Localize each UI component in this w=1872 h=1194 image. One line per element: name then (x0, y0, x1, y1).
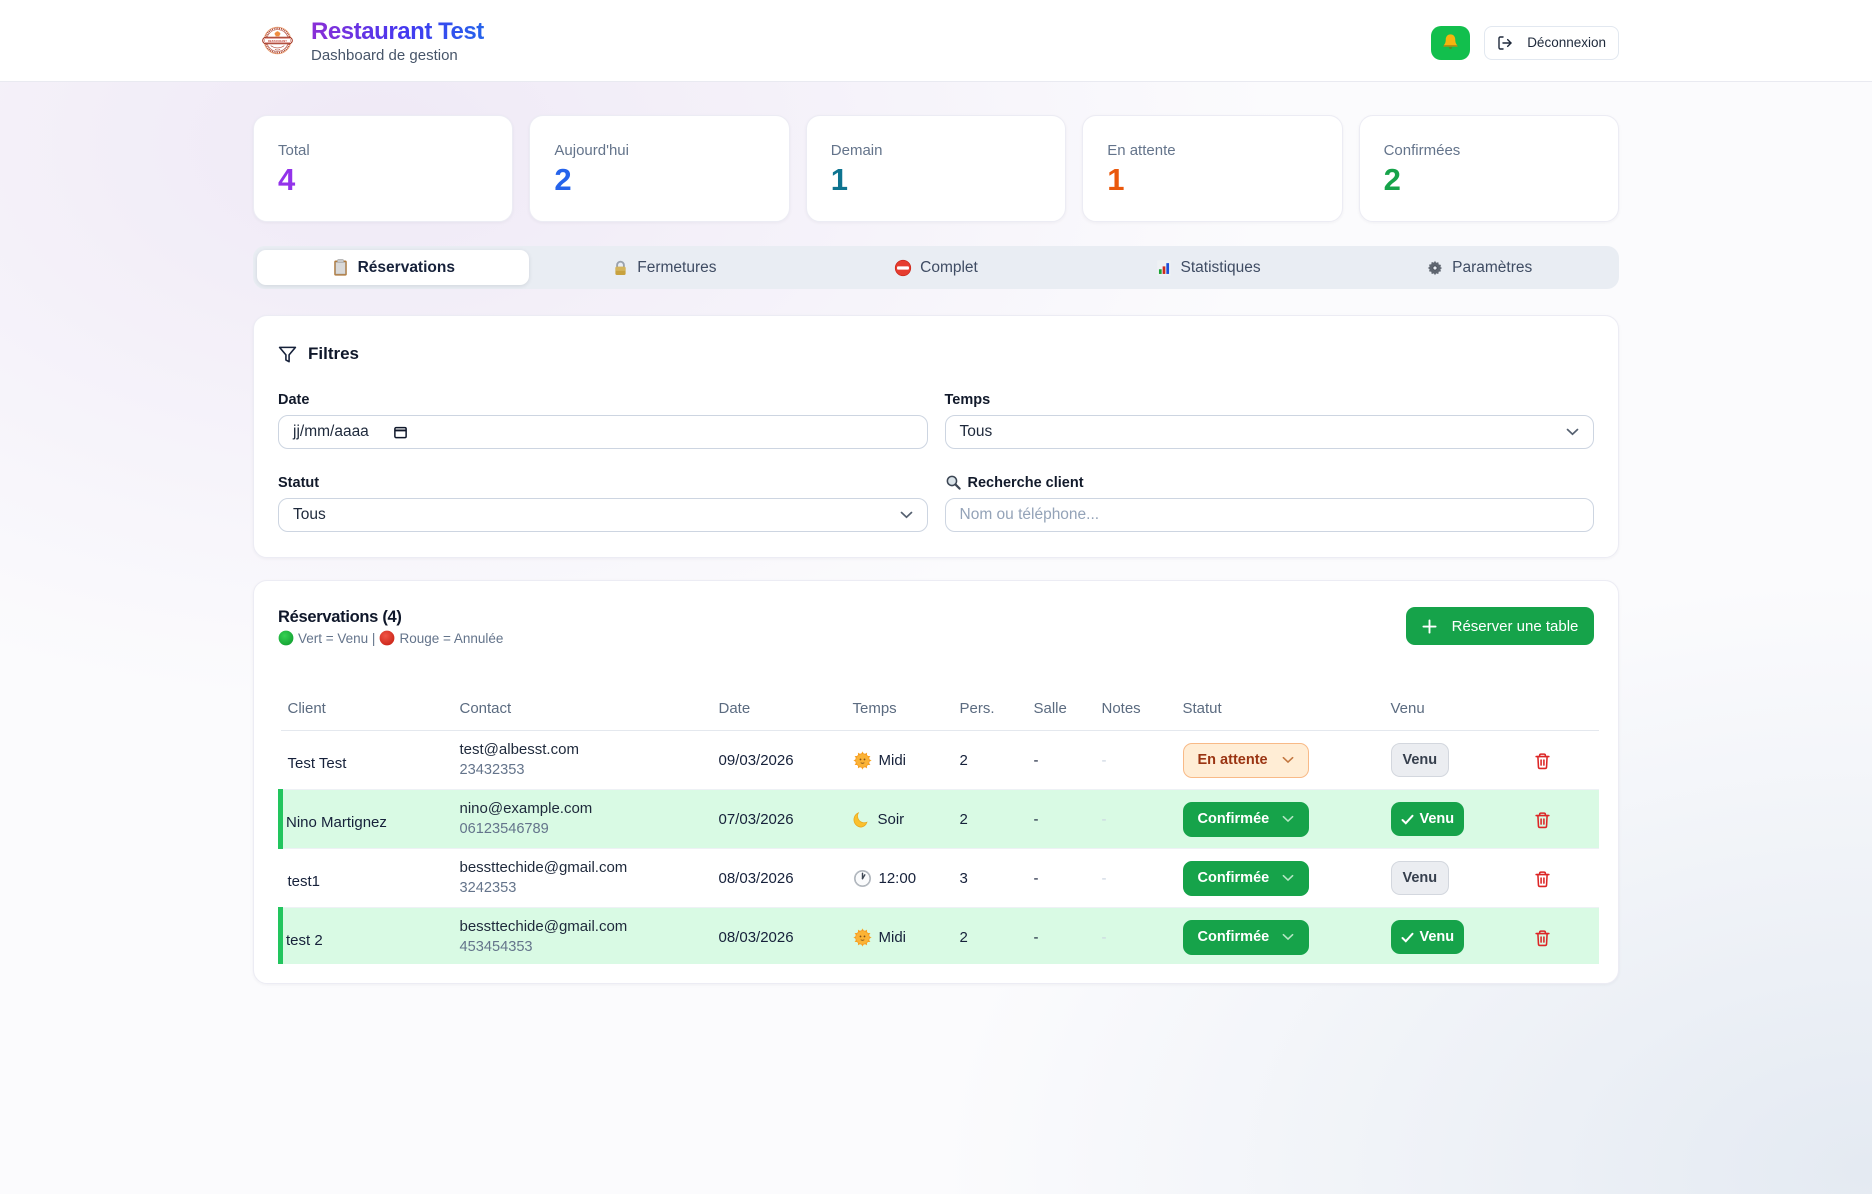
svg-text:RESTAURANT: RESTAURANT (268, 39, 287, 43)
